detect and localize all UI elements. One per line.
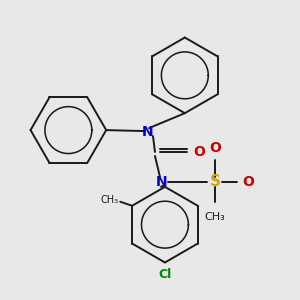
Text: CH₃: CH₃ <box>204 212 225 222</box>
Text: O: O <box>193 145 205 159</box>
Text: N: N <box>156 175 168 189</box>
Text: O: O <box>243 175 254 189</box>
Text: CH₃: CH₃ <box>100 195 118 205</box>
Text: N: N <box>142 125 154 139</box>
Text: Cl: Cl <box>158 268 172 281</box>
Text: S: S <box>210 174 221 189</box>
Text: O: O <box>209 141 220 155</box>
